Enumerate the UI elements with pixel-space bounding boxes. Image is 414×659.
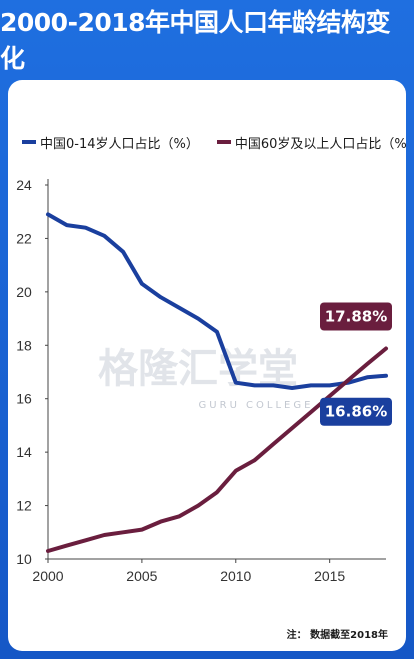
legend-item-60-plus: 中国60岁及以上人口占比（%） (216, 133, 406, 152)
chart-legend: 中国0-14岁人口占比（%） 中国60岁及以上人口占比（%） (22, 130, 406, 154)
watermark-subtext: GURU COLLEGE (199, 400, 314, 411)
footnote: 注： 数据截至2018年 (286, 630, 388, 641)
end-label-0-14-bg (320, 397, 392, 426)
x-tick-label: 2015 (314, 568, 345, 584)
page-title: 2000-2018年中国人口年龄结构变化 (0, 8, 391, 73)
end-label-60-plus: 17.88% (325, 307, 387, 325)
y-tick-label: 18 (16, 337, 32, 353)
legend-item-0-14: 中国0-14岁人口占比（%） (22, 133, 199, 152)
legend-swatch-0-14 (22, 140, 36, 144)
y-tick-label: 24 (16, 177, 32, 193)
chart-panel: 中国0-14岁人口占比（%） 中国60岁及以上人口占比（%） 格隆汇学堂 GUR… (8, 80, 406, 651)
x-tick-label: 2005 (126, 568, 157, 584)
end-label-0-14: 16.86% (325, 403, 387, 421)
series-layer (46, 212, 388, 553)
y-tick-label: 22 (16, 230, 32, 246)
x-tick-label: 2000 (32, 568, 63, 584)
y-tick-label: 12 (16, 498, 32, 514)
badge-layer: 16.86% 17.88% (320, 302, 392, 426)
legend-swatch-60-plus (216, 140, 231, 144)
legend-label-60-plus: 中国60岁及以上人口占比（%） (234, 136, 406, 152)
end-label-60-plus-bg (320, 302, 392, 331)
y-tick-label: 14 (16, 444, 32, 460)
y-tick-label: 20 (16, 284, 32, 300)
y-tick-label: 10 (16, 551, 32, 567)
legend-label-0-14: 中国0-14岁人口占比（%） (40, 136, 199, 152)
y-tick-label: 16 (16, 391, 32, 407)
x-tick-label: 2010 (220, 568, 251, 584)
